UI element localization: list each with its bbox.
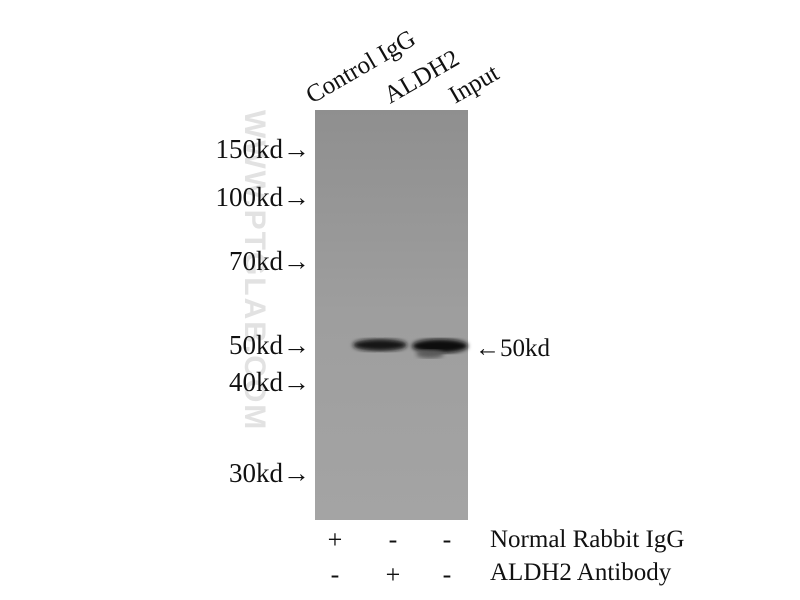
band-label: ←50kd [475, 335, 551, 362]
condition-sign: - [443, 525, 452, 554]
condition-sign: - [331, 560, 340, 589]
condition-sign: + [328, 525, 343, 554]
condition-sign: - [443, 560, 452, 589]
marker-label: 50kd→ [229, 330, 310, 360]
band-lane-2 [353, 339, 407, 351]
blot-membrane [315, 110, 468, 520]
condition-label: ALDH2 Antibody [490, 559, 672, 586]
watermark: WWW.PTGLAB.COM [238, 110, 271, 431]
marker-label: 30kd→ [229, 458, 310, 488]
marker-label: 70kd→ [229, 246, 310, 276]
marker-label: 150kd→ [216, 134, 311, 164]
marker-label: 40kd→ [229, 367, 310, 397]
band-smear [416, 350, 444, 358]
marker-label: 100kd→ [216, 182, 311, 212]
band-lane-3 [412, 339, 468, 353]
condition-label: Normal Rabbit IgG [490, 526, 684, 553]
condition-sign: + [386, 560, 401, 589]
condition-sign: - [389, 525, 398, 554]
